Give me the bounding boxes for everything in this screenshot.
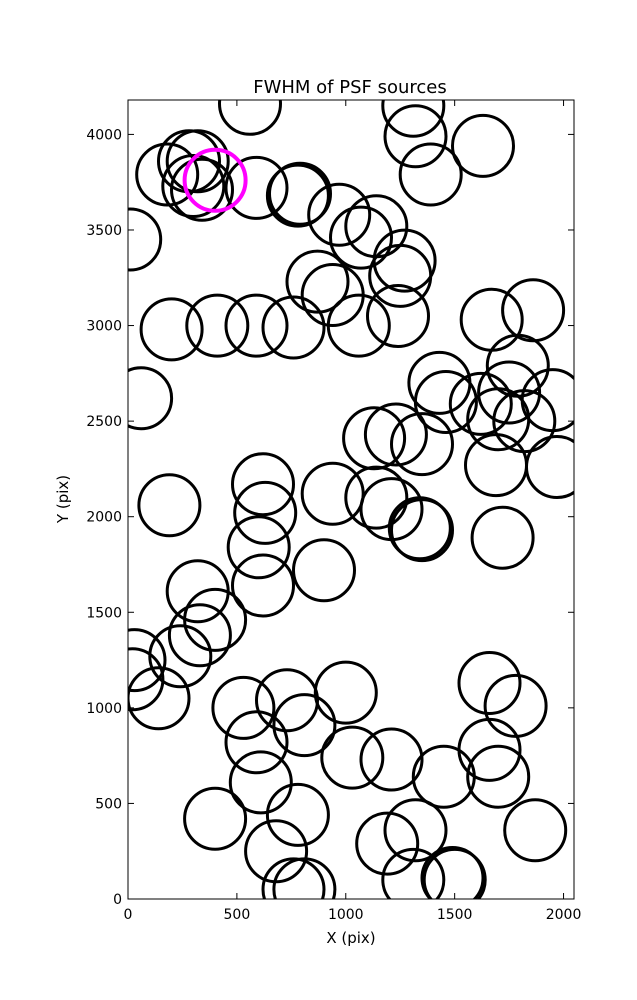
psf-source-marker [381, 847, 446, 899]
x-tick-label: 1500 [437, 907, 473, 923]
x-tick-label: 0 [124, 907, 133, 923]
psf-source-marker [170, 157, 234, 222]
psf-source-marker [525, 435, 574, 499]
psf-source-marker [148, 624, 213, 689]
psf-source-marker [226, 515, 291, 580]
psf-source-marker [366, 284, 430, 348]
x-axis-label: X (pix) [326, 929, 375, 947]
psf-source-marker [520, 368, 574, 433]
y-tick-label: 4000 [86, 127, 122, 143]
psf-source-marker [268, 161, 332, 226]
psf-source-marker [383, 798, 448, 863]
psf-source-marker [218, 100, 282, 136]
psf-source-marker [128, 628, 167, 693]
psf-source-marker [326, 293, 391, 358]
psf-source-marker [477, 360, 542, 425]
psf-source-marker [387, 496, 452, 561]
x-tick-label: 2000 [546, 907, 582, 923]
psf-source-marker [344, 465, 409, 530]
psf-source-marker [128, 207, 163, 272]
psf-source-marker [261, 857, 326, 899]
psf-source-marker [355, 811, 420, 876]
psf-source-marker [128, 366, 174, 431]
psf-source-marker [320, 725, 385, 790]
psf-source-marker [457, 651, 522, 715]
psf-source-marker [272, 857, 337, 899]
psf-source-marker [448, 371, 513, 436]
psf-source-marker [466, 744, 531, 809]
y-tick-label: 1500 [86, 605, 122, 621]
axis-ticks: 0 500 1000 1500 2000 0 500 1000 1500 2000 2500 3000… [86, 100, 581, 923]
psf-source-marker [167, 603, 232, 668]
psf-source-marker [420, 846, 485, 899]
psf-source-marker [459, 287, 524, 352]
psf-source-marker [470, 505, 535, 570]
psf-source-marker [161, 154, 226, 218]
psf-source-marker [231, 553, 295, 618]
psf-source-marker [422, 847, 487, 899]
psf-source-marker [359, 727, 424, 792]
psf-source-marker [413, 370, 478, 434]
psf-source-marker [183, 587, 248, 652]
chart-title: FWHM of PSF sources [253, 77, 447, 98]
psf-source-marker [231, 452, 295, 517]
psf-source-marker [292, 538, 356, 603]
psf-source-marker [501, 278, 566, 343]
psf-source-marker [485, 333, 550, 398]
psf-source-marker [368, 243, 433, 308]
psf-source-marker [224, 155, 289, 220]
psf-source-marker [451, 113, 515, 178]
y-tick-label: 0 [113, 892, 122, 908]
psf-source-marker [483, 673, 548, 738]
plot-area [128, 100, 574, 899]
psf-source-marker [165, 129, 230, 194]
psf-source-marker [135, 142, 200, 207]
psf-source-marker [464, 433, 528, 498]
y-tick-label: 3500 [86, 223, 122, 239]
psf-source-marker [137, 473, 202, 538]
psf-source-marker [128, 666, 191, 731]
psf-source-marker [224, 710, 289, 775]
x-tick-label: 1000 [328, 907, 364, 923]
psf-source-marker [272, 693, 337, 758]
psf-source-marker [307, 182, 372, 247]
psf-source-marker [244, 819, 309, 884]
psf-source-marker [313, 660, 378, 725]
psf-source-marker [211, 675, 276, 740]
y-tick-label: 1000 [86, 701, 122, 717]
psf-source-marker [342, 406, 407, 471]
psf-source-marker [265, 163, 330, 228]
psf-source-marker [183, 786, 248, 851]
y-tick-label: 3000 [86, 319, 122, 335]
psf-source-marker [398, 142, 463, 207]
psf-source-marker [265, 782, 330, 847]
psf-source-marker [261, 295, 326, 360]
psf-source-marker [128, 647, 165, 712]
psf-source-marker [411, 744, 476, 809]
psf-source-marker [285, 249, 350, 314]
y-tick-label: 2500 [86, 414, 122, 430]
psf-source-marker [233, 480, 298, 545]
x-tick-label: 500 [224, 907, 251, 923]
psf-source-marker [224, 293, 289, 358]
psf-source-marker [329, 205, 393, 270]
highlighted-source-marker [182, 147, 248, 213]
psf-source-marker [390, 412, 454, 477]
psf-source-marker [383, 104, 448, 169]
y-axis-label: Y (pix) [54, 475, 72, 524]
psf-source-marker [139, 297, 204, 362]
y-tick-label: 500 [95, 796, 122, 812]
psf-source-marker [185, 293, 250, 358]
y-tick-label: 2000 [86, 510, 122, 526]
plot-frame [127, 99, 575, 900]
psf-source-marker [228, 750, 293, 815]
psf-source-marker [363, 402, 428, 467]
psf-source-marker [381, 100, 446, 138]
psf-source-marker [390, 498, 454, 563]
psf-source-marker [503, 798, 568, 863]
psf-source-marker [300, 461, 365, 526]
